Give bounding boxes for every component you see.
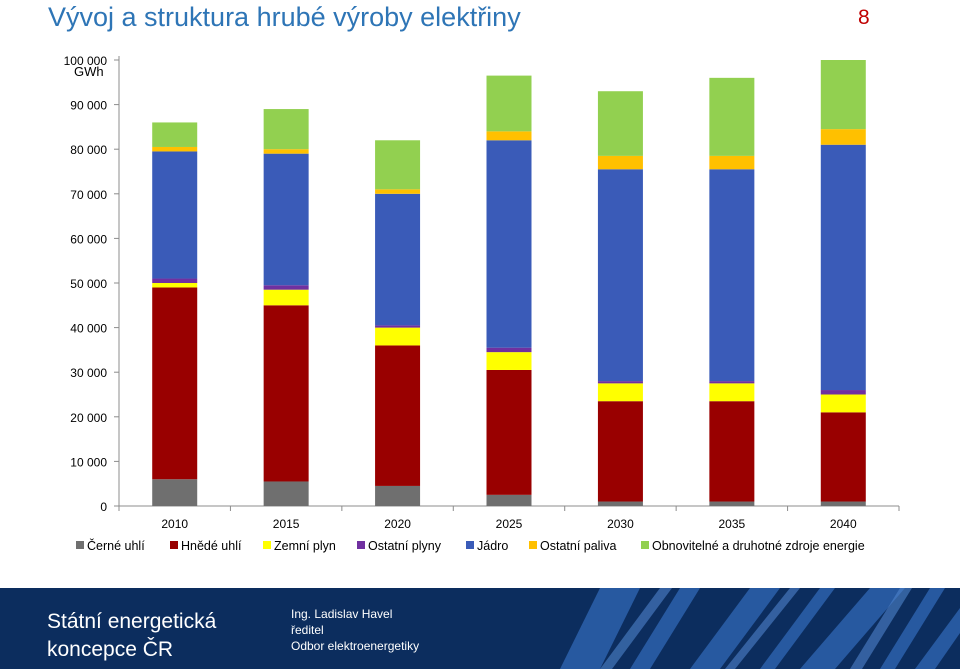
x-tick-label: 2020 bbox=[384, 517, 411, 531]
y-tick-label: 60 000 bbox=[70, 232, 107, 246]
y-tick-label: 80 000 bbox=[70, 143, 107, 157]
legend-swatch bbox=[641, 541, 649, 549]
bar-segment bbox=[152, 122, 198, 147]
bar-segment bbox=[486, 75, 532, 132]
x-tick-label: 2040 bbox=[830, 517, 857, 531]
bar-segment bbox=[597, 155, 643, 170]
legend-label: Zemní plyn bbox=[274, 539, 336, 553]
bar-segment bbox=[820, 394, 866, 413]
bar-segment bbox=[375, 485, 421, 506]
bar-segment bbox=[152, 151, 198, 279]
x-tick-label: 2015 bbox=[273, 517, 300, 531]
bar-segment bbox=[263, 149, 309, 154]
legend-swatch bbox=[357, 541, 365, 549]
bar-segment bbox=[820, 144, 866, 391]
bar-segment bbox=[820, 129, 866, 145]
bar-segment bbox=[709, 501, 755, 506]
y-tick-label: 30 000 bbox=[70, 366, 107, 380]
bar-segment bbox=[486, 352, 532, 370]
bar-segment bbox=[597, 91, 643, 156]
x-tick-label: 2010 bbox=[161, 517, 188, 531]
bar-segment bbox=[597, 169, 643, 382]
bar-segment bbox=[820, 60, 866, 130]
bar-segment bbox=[820, 390, 866, 395]
bar-segment bbox=[486, 494, 532, 506]
x-tick-label: 2025 bbox=[496, 517, 523, 531]
bar-segment bbox=[597, 381, 643, 384]
x-tick-label: 2035 bbox=[719, 517, 746, 531]
legend-swatch bbox=[263, 541, 271, 549]
bar-segment bbox=[820, 501, 866, 506]
bar-segment bbox=[263, 481, 309, 506]
footer-decoration bbox=[560, 588, 960, 669]
bar-segment bbox=[375, 345, 421, 486]
bar-segment bbox=[486, 140, 532, 348]
bar-segment bbox=[709, 383, 755, 402]
organization-name: Státní energetická koncepce ČR bbox=[47, 610, 217, 661]
bar-segment bbox=[375, 189, 421, 194]
bar-segment bbox=[375, 193, 421, 326]
chart-legend: Černé uhlí Hnědé uhlí Zemní plyn Ostatní pl… bbox=[76, 538, 865, 553]
bar-segment bbox=[263, 305, 309, 482]
legend-swatch bbox=[466, 541, 474, 549]
legend-swatch bbox=[529, 541, 537, 549]
bar-segment bbox=[597, 383, 643, 402]
y-tick-label: 90 000 bbox=[70, 99, 107, 113]
bar-segment bbox=[152, 479, 198, 506]
bar-segment bbox=[152, 278, 198, 283]
bar-segment bbox=[709, 381, 755, 384]
bar-segment bbox=[375, 327, 421, 346]
bar-segment bbox=[152, 146, 198, 152]
bar-segment bbox=[152, 283, 198, 288]
bar-segment bbox=[597, 501, 643, 506]
bar-segment bbox=[597, 401, 643, 502]
legend-label: Černé uhlí bbox=[87, 538, 145, 553]
presenter-department: Odbor elektroenergetiky bbox=[291, 639, 420, 653]
y-tick-label: 40 000 bbox=[70, 322, 107, 336]
bar-segment bbox=[152, 287, 198, 480]
bar-segment bbox=[709, 77, 755, 156]
x-tick-labels: 2010 2015 2020 2025 2030 2035 2040 bbox=[161, 517, 857, 531]
legend-label: Ostatní paliva bbox=[540, 539, 616, 553]
y-tick-label: 0 bbox=[100, 500, 107, 514]
bar-segment bbox=[375, 140, 421, 190]
bar-segment bbox=[486, 347, 532, 353]
bar-segment bbox=[263, 289, 309, 306]
stacked-bar-chart: 0 10 000 20 000 30 000 40 000 50 000 60 000 70 … bbox=[64, 54, 900, 553]
slide-title: Vývoj a struktura hrubé výroby elektřiny bbox=[48, 2, 521, 32]
bar-segment bbox=[486, 369, 532, 495]
bar-segment bbox=[263, 285, 309, 290]
bar-segment bbox=[263, 109, 309, 150]
legend-swatch bbox=[76, 541, 84, 549]
presenter-info: Ing. Ladislav Havel ředitel Odbor elektr… bbox=[291, 606, 419, 654]
legend-swatch bbox=[170, 541, 178, 549]
bar-segment bbox=[820, 412, 866, 502]
bar-segment bbox=[709, 169, 755, 382]
y-tick-label: 20 000 bbox=[70, 411, 107, 425]
y-tick-labels: 0 10 000 20 000 30 000 40 000 50 000 60 000 70 … bbox=[64, 54, 108, 514]
footer-bar: Státní energetická koncepce ČR Ing. Ladi… bbox=[0, 588, 960, 669]
page-number: 8 bbox=[858, 6, 870, 29]
bar-segment bbox=[709, 401, 755, 502]
y-tick-label: 50 000 bbox=[70, 277, 107, 291]
bar-segment bbox=[709, 155, 755, 170]
x-tick-label: 2030 bbox=[607, 517, 634, 531]
y-tick-label: 100 000 bbox=[64, 54, 108, 68]
presenter-role: ředitel bbox=[291, 623, 324, 637]
legend-label: Hnědé uhlí bbox=[181, 539, 242, 553]
legend-label: Jádro bbox=[477, 539, 508, 553]
legend-label: Obnovitelné a druhotné zdroje energie bbox=[652, 539, 865, 553]
y-tick-label: 10 000 bbox=[70, 455, 107, 469]
presenter-name: Ing. Ladislav Havel bbox=[291, 607, 393, 621]
legend-label: Ostatní plyny bbox=[368, 539, 442, 553]
chart-bars bbox=[152, 60, 866, 506]
bar-segment bbox=[263, 153, 309, 286]
bar-segment bbox=[486, 131, 532, 141]
bar-segment bbox=[375, 325, 421, 328]
y-tick-label: 70 000 bbox=[70, 188, 107, 202]
y-axis-unit: GWh bbox=[74, 64, 104, 79]
